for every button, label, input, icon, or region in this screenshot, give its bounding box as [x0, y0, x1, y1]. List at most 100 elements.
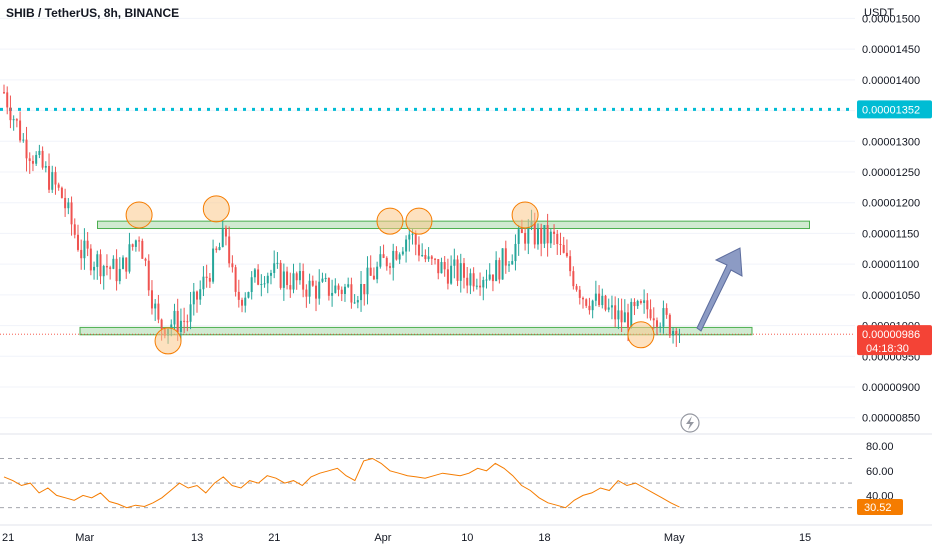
candle-body [475, 285, 478, 287]
candle-body [585, 299, 588, 306]
candle-body [385, 257, 388, 267]
candle-body [231, 263, 234, 268]
lightning-icon[interactable] [680, 413, 700, 433]
candle-body [430, 256, 433, 259]
candle-body [263, 283, 266, 285]
candle-body [234, 267, 237, 292]
rsi-line[interactable] [3, 457, 680, 509]
candle-body [334, 285, 337, 293]
candle-body [286, 271, 289, 286]
price-axis[interactable]: 0.000015000.000014500.000014000.00001350… [862, 13, 920, 424]
candle-body [405, 239, 408, 252]
candle-body [591, 300, 594, 311]
candle-body [482, 279, 485, 288]
candle-body [540, 227, 543, 244]
candle-body [456, 259, 459, 281]
candle-body [488, 274, 491, 280]
candle-body [504, 248, 507, 266]
candle-body [614, 305, 617, 320]
candle-body [366, 267, 369, 295]
candle-body [144, 258, 147, 261]
candle-body [553, 231, 556, 234]
candle-body [6, 92, 9, 108]
candle-body [466, 277, 469, 286]
time-tick-label: 15 [799, 532, 811, 544]
time-tick-label: Mar [75, 532, 94, 544]
price-tick-label: 0.00001500 [862, 13, 920, 25]
candle-body [9, 107, 12, 121]
price-tick-label: 0.00000850 [862, 413, 920, 425]
candle-body [141, 240, 144, 259]
candle-body [273, 263, 276, 273]
candle-body [218, 246, 221, 251]
candle-body [253, 269, 256, 278]
candle-body [134, 240, 137, 247]
candle-body [173, 310, 176, 325]
resistance-zone[interactable] [97, 220, 810, 230]
candle-body [376, 266, 379, 280]
candle-body [102, 266, 105, 277]
candle-body [109, 267, 112, 269]
candle-body [582, 297, 584, 300]
candle-body [80, 249, 83, 259]
candle-body [395, 250, 398, 260]
support-zone[interactable] [79, 326, 753, 336]
candle-body [411, 233, 414, 235]
candle-body [520, 229, 523, 233]
candle-body [279, 262, 282, 288]
candle-body [276, 262, 279, 264]
chart-title: SHIB / TetherUS, 8h, BINANCE [6, 6, 180, 20]
candle-body [241, 299, 244, 306]
candle-body [408, 234, 411, 240]
candle-body [302, 271, 305, 290]
candle-body [208, 277, 211, 282]
candle-body [112, 258, 115, 269]
resistance-price-label: 0.00001352 [857, 100, 932, 119]
projection-arrow[interactable] [696, 247, 743, 332]
candle-body [237, 291, 240, 300]
candle-body [517, 229, 520, 244]
rsi-value-text: 30.52 [864, 502, 892, 514]
rsi-tick-label: 80.00 [866, 441, 894, 453]
candle-body [389, 266, 391, 268]
touch-point-circle [627, 321, 655, 349]
candle-body [266, 275, 269, 284]
arrow-shape [696, 247, 743, 332]
candle-body [511, 261, 514, 265]
candle-body [183, 320, 186, 322]
candle-body [186, 321, 189, 323]
candle-body [594, 293, 597, 301]
candle-body [125, 257, 128, 272]
candle-body [289, 285, 292, 290]
candle-body [646, 300, 649, 310]
candle-body [295, 273, 298, 281]
time-axis[interactable]: 21 Mar 13 21 Apr 10 18 May 15 [2, 532, 811, 544]
candle-body [440, 262, 443, 274]
candle-body [498, 260, 501, 280]
price-tick-label: 0.00001250 [862, 167, 920, 179]
candle-body [363, 283, 366, 295]
candle-body [170, 324, 173, 329]
candle-body [607, 307, 610, 310]
candle-body [652, 318, 655, 321]
touch-point-circle [405, 207, 433, 235]
candle-body [321, 278, 324, 282]
price-tick-label: 0.00001200 [862, 198, 920, 210]
candle-body [382, 254, 385, 258]
candle-body [453, 259, 456, 266]
rsi-value-label-bg [857, 499, 903, 516]
candle-body [401, 251, 404, 255]
candle-body [44, 165, 47, 168]
highlight-circles [125, 195, 655, 355]
candle-body [601, 295, 604, 306]
candle-body [31, 160, 34, 164]
candle-body [308, 280, 311, 297]
last-price-label: 0.00000986 04:18:30 [857, 325, 932, 356]
touch-point-circle [376, 207, 404, 235]
touch-point-circle [202, 195, 230, 223]
candle-body [372, 275, 375, 280]
candle-body [224, 227, 227, 237]
candle-body [347, 284, 350, 287]
